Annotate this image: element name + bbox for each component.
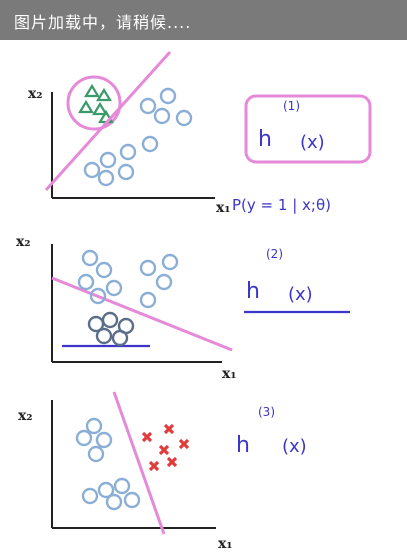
circle-mark — [175, 109, 193, 127]
panel-1-circles — [83, 87, 193, 187]
circle-mark — [139, 97, 157, 115]
circle-mark — [155, 273, 173, 291]
panel-3-circles — [75, 417, 141, 511]
panel-1-boundary — [44, 50, 172, 192]
panel-2-h: h — [246, 279, 260, 304]
panel-1: x₂ x₁ (1) h (x) P(y = 1 | x;θ — [28, 50, 372, 216]
circle-mark — [81, 249, 99, 267]
panel-2-y-label: x₂ — [16, 234, 30, 250]
panel-2-superscript: (2) — [266, 247, 283, 261]
circle-mark — [77, 273, 95, 291]
panel-1-arg: (x) — [300, 132, 325, 153]
circle-mark — [101, 311, 119, 329]
panel-1-class-highlight — [66, 75, 122, 131]
panel-2-boundary — [51, 276, 233, 352]
panel-1-probability: P(y = 1 | x;θ) — [232, 196, 331, 214]
panel-2-circles — [77, 249, 179, 309]
panel-3-h: h — [236, 433, 250, 458]
cross-mark — [148, 460, 160, 472]
loading-text: 图片加载中，请稍候.... — [14, 13, 192, 32]
circle-mark — [139, 291, 157, 309]
triangle-mark — [96, 87, 112, 102]
panel-2: x₂ x₁ (2) h (x) — [16, 234, 350, 382]
circle-mark — [117, 163, 135, 181]
circle-mark — [95, 261, 113, 279]
panel-1-classifier-box — [244, 94, 372, 164]
circle-mark — [75, 429, 93, 447]
circle-mark — [119, 143, 137, 161]
cross-mark — [166, 456, 178, 468]
panel-3-arg: (x) — [282, 436, 307, 457]
panel-2-highlighted-circles — [87, 311, 135, 347]
panel-2-arg: (x) — [288, 284, 313, 305]
circle-mark — [123, 491, 141, 509]
circle-mark — [105, 279, 123, 297]
circle-mark — [99, 151, 117, 169]
cross-mark — [178, 438, 190, 450]
circle-mark — [113, 477, 131, 495]
triangle-mark — [78, 99, 94, 114]
cross-mark — [141, 431, 153, 443]
triangle-mark — [84, 83, 100, 98]
panel-1-y-label: x₂ — [28, 86, 42, 102]
cross-mark — [163, 423, 175, 435]
panel-3-crosses — [141, 423, 190, 472]
panel-1-h: h — [258, 127, 272, 152]
panel-3-x-label: x₁ — [218, 536, 232, 552]
circle-mark — [83, 161, 101, 179]
loading-banner: 图片加载中，请稍候.... — [0, 0, 407, 40]
panel-3-boundary — [112, 391, 166, 535]
panel-1-triangles — [78, 83, 114, 124]
panel-3-y-label: x₂ — [18, 408, 32, 424]
circle-mark — [95, 431, 113, 449]
circle-mark — [139, 259, 157, 277]
circle-mark — [97, 169, 115, 187]
circle-mark — [85, 417, 103, 435]
cross-mark — [158, 444, 170, 456]
panel-1-superscript: (1) — [283, 99, 300, 113]
circle-mark — [97, 481, 115, 499]
circle-mark — [95, 327, 113, 345]
circle-mark — [87, 445, 105, 463]
panel-1-x-label: x₁ — [216, 200, 230, 216]
circle-mark — [161, 253, 179, 271]
circle-mark — [89, 287, 107, 305]
circle-mark — [105, 493, 123, 511]
circle-mark — [141, 135, 159, 153]
panel-3-superscript: (3) — [258, 405, 275, 419]
circle-mark — [81, 487, 99, 505]
panel-3: x₂ x₁ (3) h (x) — [18, 391, 307, 552]
triangle-mark — [92, 101, 108, 116]
circle-mark — [159, 87, 177, 105]
panel-2-x-label: x₁ — [222, 366, 236, 382]
one-vs-all-figure: x₂ x₁ (1) h (x) P(y = 1 | x;θ — [16, 50, 372, 552]
circle-mark — [153, 107, 171, 125]
circle-mark — [111, 329, 129, 347]
